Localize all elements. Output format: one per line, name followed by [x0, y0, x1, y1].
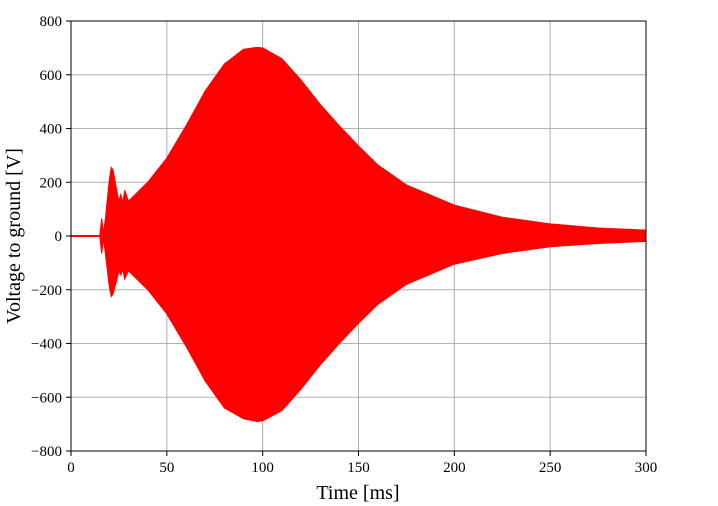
x-tick-label: 200 [443, 460, 466, 476]
y-tick-label: −400 [31, 337, 62, 353]
ticks: 0 50 100 150 200 250 300 −800 −600 −400 −200 0 200 40… [31, 14, 657, 476]
x-axis-title: Time [ms] [316, 482, 399, 504]
x-tick-label: 300 [635, 460, 658, 476]
y-tick-label: −200 [31, 283, 62, 299]
y-tick-label: 200 [40, 175, 63, 191]
x-tick-label: 100 [251, 460, 274, 476]
y-tick-label: 0 [55, 229, 63, 245]
y-axis-title: Voltage to ground [V] [3, 148, 25, 324]
x-tick-label: 50 [159, 460, 174, 476]
y-tick-label: −800 [31, 444, 62, 460]
y-tick-label: 600 [40, 68, 63, 84]
x-tick-label: 0 [67, 460, 75, 476]
x-tick-label: 250 [539, 460, 562, 476]
y-tick-label: 400 [40, 122, 63, 138]
y-tick-label: −600 [31, 390, 62, 406]
y-tick-label: 800 [40, 14, 63, 30]
x-tick-label: 150 [347, 460, 370, 476]
